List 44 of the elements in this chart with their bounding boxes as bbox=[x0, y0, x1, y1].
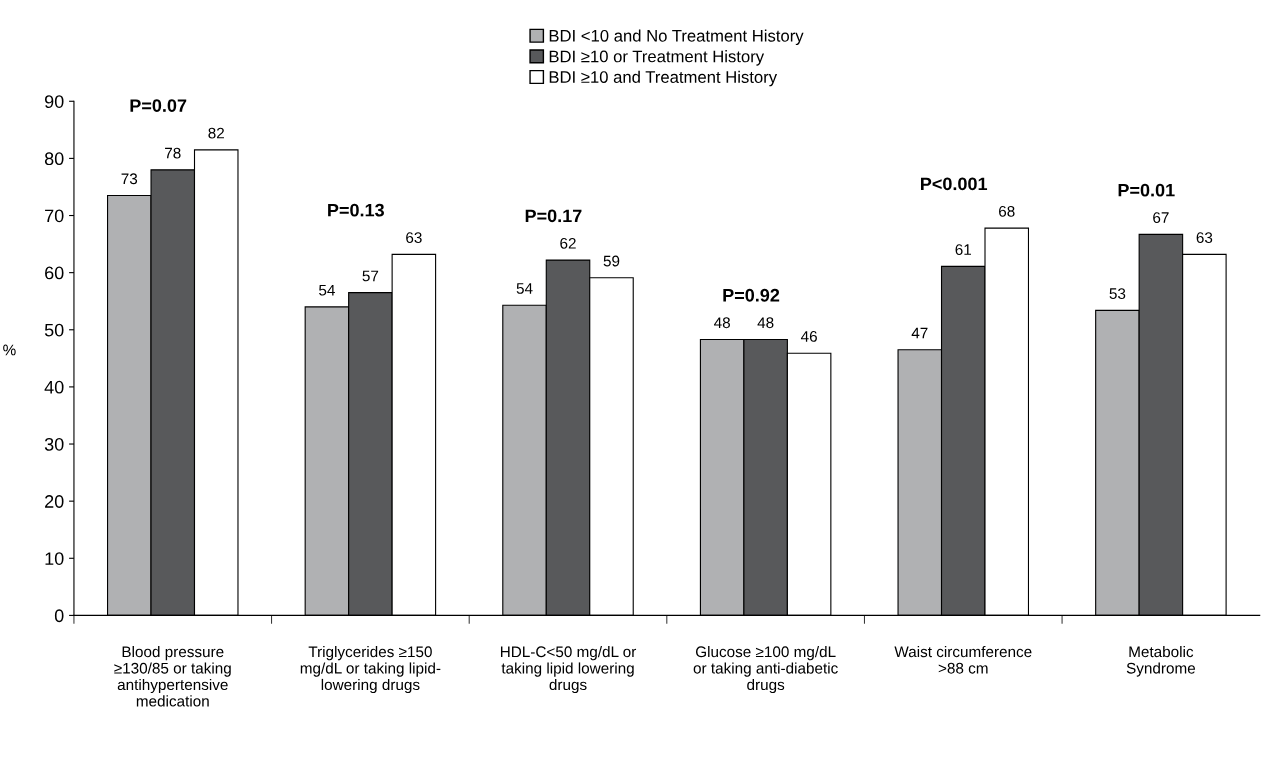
annotation: P=0.92 bbox=[723, 288, 780, 302]
y-tick-label: 30 bbox=[44, 437, 64, 451]
annotation: P=0.13 bbox=[328, 203, 384, 217]
legend-label: BDI ≥10 or Treatment History bbox=[549, 50, 765, 66]
data-label: 61 bbox=[955, 244, 972, 256]
y-tick-label: 20 bbox=[45, 495, 64, 508]
data-label: 54 bbox=[319, 284, 335, 296]
data-label: 63 bbox=[406, 232, 422, 244]
data-label: 46 bbox=[800, 331, 817, 342]
data-label: 82 bbox=[208, 127, 224, 139]
x-tick-label: Blood pressure ≥130/85 or taking antihypertensive medication bbox=[114, 645, 231, 707]
data-label: 62 bbox=[560, 237, 576, 249]
annotation: P<0.001 bbox=[920, 177, 988, 191]
y-tick-label: 50 bbox=[44, 323, 64, 337]
data-label: 47 bbox=[911, 327, 928, 339]
y-tick-label: 90 bbox=[44, 95, 64, 108]
data-label: 48 bbox=[714, 317, 730, 329]
y-tick-label: 40 bbox=[44, 380, 64, 394]
data-label: 54 bbox=[516, 283, 533, 294]
data-label: 73 bbox=[121, 173, 138, 185]
annotation: P=0.17 bbox=[525, 209, 582, 223]
legend-label: BDI <10 and No Treatment History bbox=[549, 29, 804, 46]
data-label: 78 bbox=[165, 147, 181, 159]
data-label: 67 bbox=[1153, 212, 1169, 224]
annotation: P=0.07 bbox=[130, 99, 187, 112]
y-tick-label: 80 bbox=[44, 152, 64, 166]
x-tick-label: Glucose ≥100 mg/dL or taking anti-diabetic drugs bbox=[693, 645, 838, 694]
data-label: 57 bbox=[362, 270, 379, 282]
x-tick-label: Triglycerides ≥150 mg/dL or taking lipid- lowering drugs bbox=[300, 645, 441, 694]
x-tick-label: Waist circumference >88 cm bbox=[894, 645, 1032, 674]
data-label: 48 bbox=[757, 317, 774, 329]
data-label: 59 bbox=[603, 255, 620, 267]
y-tick-label: 60 bbox=[45, 266, 64, 280]
x-tick-label: Metabolic Syndrome bbox=[1126, 645, 1196, 677]
y-tick-label: 70 bbox=[45, 209, 64, 223]
x-tick-label: HDL-C<50 mg/dL or taking lipid lowering drugs bbox=[500, 645, 637, 694]
y-axis-title: % bbox=[3, 344, 16, 356]
y-tick-label: 10 bbox=[45, 552, 64, 565]
annotation: P=0.01 bbox=[1118, 183, 1175, 197]
data-label: 53 bbox=[1109, 288, 1126, 299]
data-label: 63 bbox=[1196, 232, 1213, 244]
data-label: 68 bbox=[999, 205, 1015, 217]
y-tick-label: 0 bbox=[54, 609, 64, 623]
legend-label: BDI ≥10 and Treatment History bbox=[549, 70, 778, 87]
